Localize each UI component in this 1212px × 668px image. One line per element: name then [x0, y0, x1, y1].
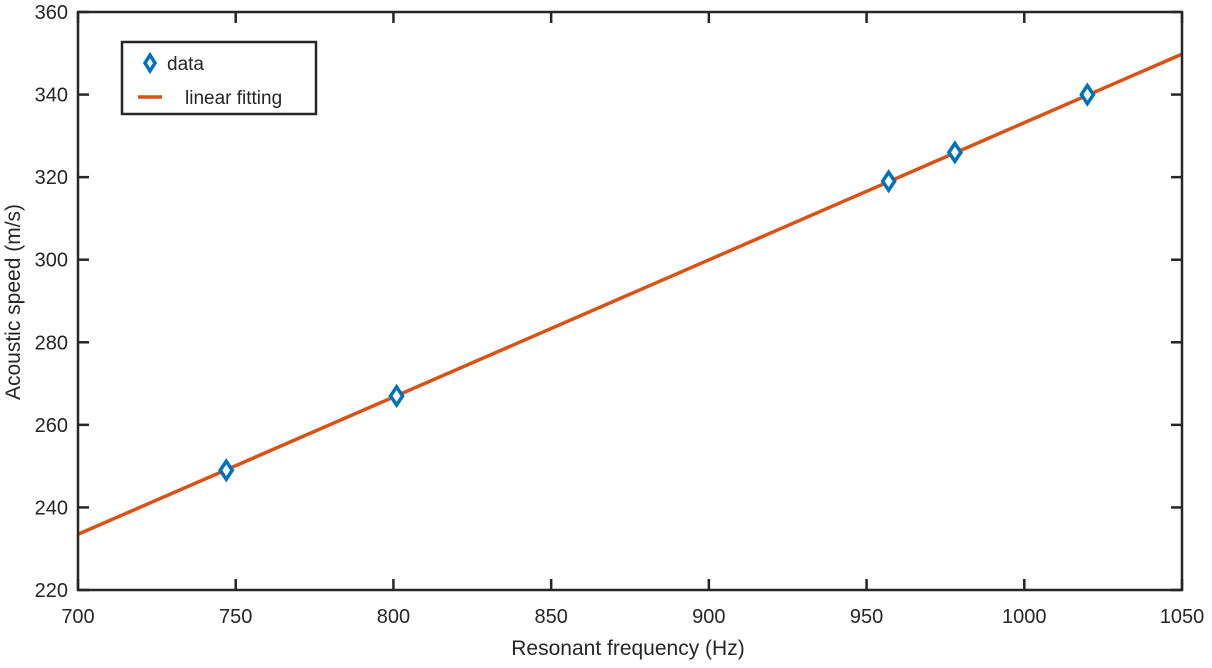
legend: data linear fitting — [120, 40, 318, 116]
x-tick-label: 950 — [850, 606, 883, 628]
legend-data-marker-icon — [142, 51, 158, 75]
y-tick-label: 320 — [35, 167, 68, 189]
y-tick-label: 340 — [35, 85, 68, 107]
data-point — [388, 383, 405, 409]
y-tick-label: 360 — [35, 2, 68, 24]
x-tick-label: 1050 — [1160, 606, 1205, 628]
data-point — [880, 169, 897, 194]
data-point — [1079, 82, 1096, 107]
axes-box — [76, 10, 1184, 592]
x-tick-label: 850 — [534, 606, 567, 628]
y-tick-label: 300 — [35, 250, 68, 272]
y-tick-label: 260 — [35, 415, 68, 437]
plot-area — [77, 52, 1183, 536]
x-tick-label: 750 — [219, 606, 252, 628]
y-tick-label: 240 — [35, 497, 68, 519]
x-tick-label: 900 — [692, 606, 725, 628]
legend-box — [120, 40, 318, 116]
x-tick-label: 1000 — [1002, 606, 1047, 628]
legend-diamond-icon — [142, 51, 158, 75]
y-axis-label: Acoustic speed (m/s) — [2, 204, 25, 400]
y-tick-label: 220 — [35, 580, 68, 602]
x-tick-label: 800 — [377, 606, 410, 628]
data-point — [946, 140, 963, 165]
legend-label-fit: linear fitting — [185, 88, 282, 109]
data-point — [218, 458, 235, 483]
legend-label-data: data — [167, 54, 204, 75]
x-axis-label: Resonant frequency (Hz) — [511, 637, 744, 660]
axes: 700 750 800 850 900 950 1000 1050 220 240 260 280 30… — [35, 2, 1205, 628]
x-tick-label: 700 — [61, 606, 94, 628]
series-line-linear-fitting — [77, 52, 1183, 536]
y-tick-label: 280 — [35, 332, 68, 354]
